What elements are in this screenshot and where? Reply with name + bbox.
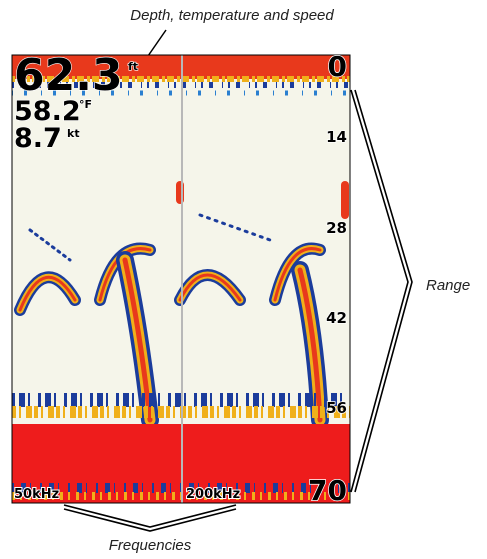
range-label: 42 <box>326 309 347 327</box>
range-label: 56 <box>326 399 347 417</box>
annotation: Range <box>426 277 470 294</box>
annotation: Depth, temperature and speed <box>130 7 334 24</box>
speed-value: 8.7 <box>14 123 62 154</box>
temperature-unit: °F <box>79 98 92 111</box>
frequency-label: 200kHz <box>186 487 240 502</box>
screen-border <box>11 54 351 504</box>
frequency-label: 50kHz <box>14 487 59 502</box>
range-label: 0 <box>328 50 347 83</box>
sonar-screen <box>12 55 350 503</box>
speed-unit: kt <box>67 127 80 140</box>
range-label: 28 <box>326 219 347 237</box>
frequencies-bracket <box>63 504 237 532</box>
depth-unit: ft <box>128 60 138 73</box>
range-bracket <box>350 89 413 493</box>
fish-arches <box>14 181 349 429</box>
range-label: 70 <box>308 474 347 507</box>
depth-value: 62.3 <box>14 50 123 101</box>
range-label: 14 <box>326 128 347 146</box>
annotation: Frequencies <box>109 537 192 554</box>
range-scale: 0 14 28 42 56 70 <box>307 49 347 508</box>
temperature-value: 58.2 <box>14 96 81 127</box>
